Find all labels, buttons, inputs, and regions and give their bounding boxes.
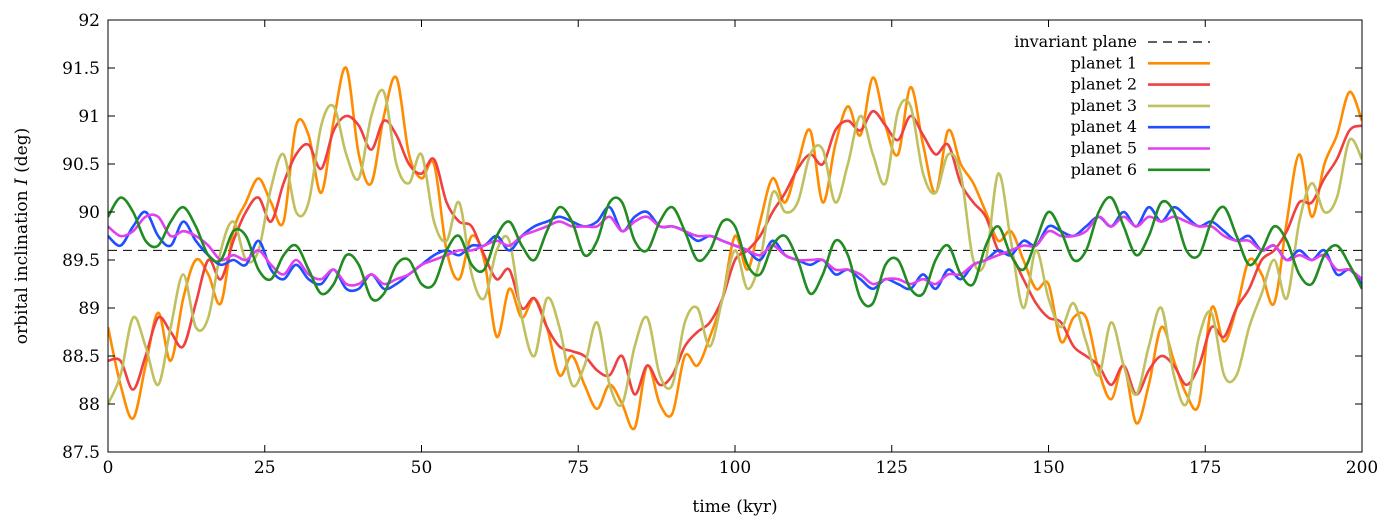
x-tick-label: 150 [1032,458,1064,478]
y-tick-label: 91 [78,107,100,127]
y-tick-label: 90 [78,203,100,223]
y-tick-label: 88.5 [62,347,100,367]
x-tick-label: 100 [719,458,751,478]
y-tick-label: 88 [78,395,100,415]
y-tick-label: 87.5 [62,443,100,463]
series-line-planet-6 [108,195,1362,308]
x-tick-label: 75 [567,458,589,478]
x-tick-label: 50 [411,458,433,478]
y-axis-title-before: orbital inclination [12,185,32,344]
y-tick-label: 90.5 [62,155,100,175]
series-line-planet-5 [108,213,1362,287]
legend-label: planet 5 [1071,139,1137,158]
legend-label: planet 4 [1071,117,1137,136]
series-layer [108,66,1362,431]
legend: invariant plane planet 1 planet 2 planet 3 p… [1014,32,1210,179]
legend-label: invariant plane [1014,32,1137,51]
legend-label: planet 6 [1071,160,1137,179]
ticks-layer: 0 25 50 75 100 125 150 175 200 87.5 88 88.5 89 89.5 90… [62,11,1378,478]
x-tick-label: 200 [1346,458,1378,478]
series-line-planet-4 [108,205,1362,293]
x-tick-label: 175 [1189,458,1221,478]
y-tick-label: 89 [78,299,100,319]
y-axis-title-symbol: I [12,178,32,186]
x-axis-title: time (kyr) [692,497,777,517]
x-tick-label: 125 [876,458,908,478]
y-axis-title: orbital inclination I (deg) [12,128,32,344]
series-line-planet-2 [108,109,1362,396]
x-tick-label: 25 [254,458,276,478]
legend-label: planet 3 [1071,96,1137,115]
x-tick-label: 0 [103,458,114,478]
y-axis-title-after: (deg) [12,128,32,179]
series-line-planet-1 [108,66,1362,431]
y-tick-label: 89.5 [62,251,100,271]
y-tick-label: 92 [78,11,100,31]
legend-label: planet 1 [1071,53,1137,72]
y-tick-label: 91.5 [62,59,100,79]
legend-label: planet 2 [1071,75,1137,94]
series-line-planet-3 [108,88,1362,407]
